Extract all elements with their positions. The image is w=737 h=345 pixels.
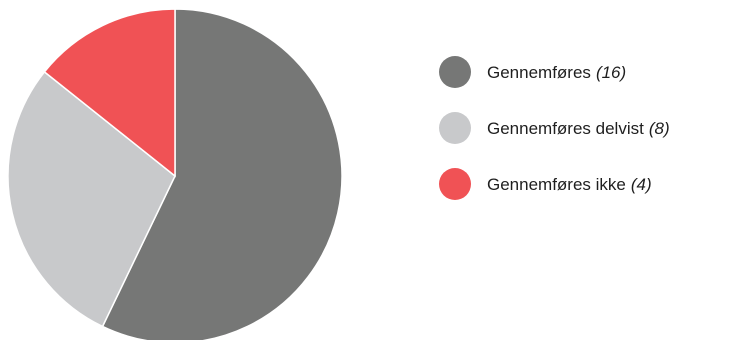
legend-item-2: Gennemføres delvist (8) bbox=[439, 112, 670, 144]
legend-swatch-3 bbox=[439, 168, 471, 200]
legend-swatch-1 bbox=[439, 56, 471, 88]
legend-series-count: (4) bbox=[631, 175, 652, 194]
legend-item-3: Gennemføres ikke (4) bbox=[439, 168, 652, 200]
legend-series-count: (8) bbox=[649, 119, 670, 138]
legend-series-name: Gennemføres ikke bbox=[487, 175, 626, 194]
pie-slice-2 bbox=[7, 70, 176, 328]
pie-slice-3 bbox=[43, 8, 176, 178]
legend-series-name: Gennemføres delvist bbox=[487, 119, 644, 138]
legend-series-name: Gennemføres bbox=[487, 63, 591, 82]
legend-swatch-2 bbox=[439, 112, 471, 144]
legend-label-2: Gennemføres delvist (8) bbox=[487, 119, 670, 138]
legend-series-count: (16) bbox=[596, 63, 626, 82]
legend-label-3: Gennemføres ikke (4) bbox=[487, 175, 652, 194]
legend-item-1: Gennemføres (16) bbox=[439, 56, 626, 88]
pie-slices bbox=[7, 8, 343, 344]
legend: Gennemføres (16)Gennemføres delvist (8)Gen… bbox=[439, 56, 670, 200]
legend-label-1: Gennemføres (16) bbox=[487, 63, 626, 82]
